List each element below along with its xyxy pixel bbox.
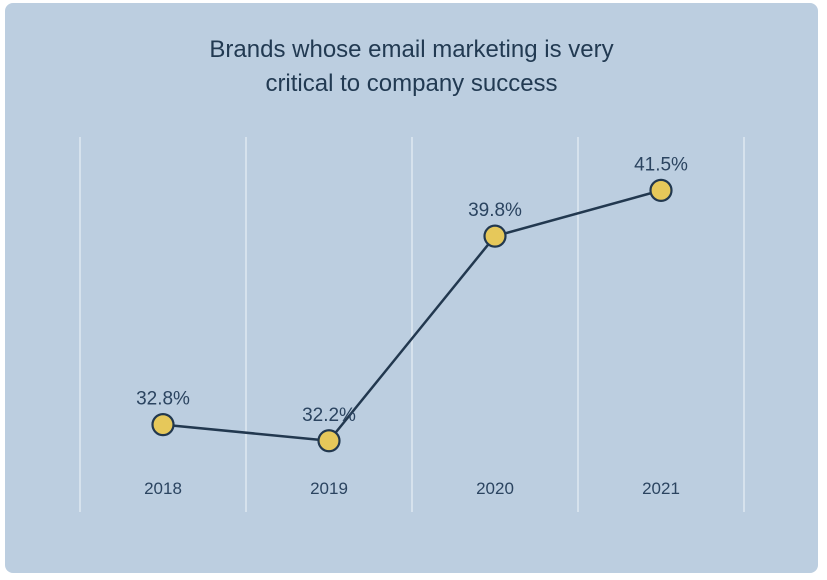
data-labels: 32.8% 32.2% 39.8% 41.5%	[136, 154, 688, 425]
chart-title: Brands whose email marketing is very cri…	[5, 33, 818, 101]
data-point-2020	[483, 224, 507, 248]
data-label-2019: 32.2%	[302, 405, 356, 426]
data-label-2021: 41.5%	[634, 154, 688, 175]
chart-title-line-1: Brands whose email marketing is very	[209, 36, 614, 63]
x-axis-labels: 2018 2019 2020 2021	[144, 479, 680, 498]
x-tick-label-2021: 2021	[642, 479, 680, 498]
grid-lines	[79, 137, 745, 512]
x-tick-label-2018: 2018	[144, 479, 182, 498]
chart-title-line-2: critical to company success	[265, 70, 558, 97]
series-line	[162, 189, 662, 443]
series-line-group	[162, 189, 662, 443]
x-tick-label-2020: 2020	[476, 479, 514, 498]
data-point-2019	[317, 429, 341, 453]
data-label-2020: 39.8%	[468, 200, 522, 221]
data-point-2018	[151, 413, 175, 437]
data-label-2018: 32.8%	[136, 389, 190, 410]
x-tick-label-2019: 2019	[310, 479, 348, 498]
data-points	[151, 178, 673, 453]
data-point-2021	[649, 178, 673, 202]
